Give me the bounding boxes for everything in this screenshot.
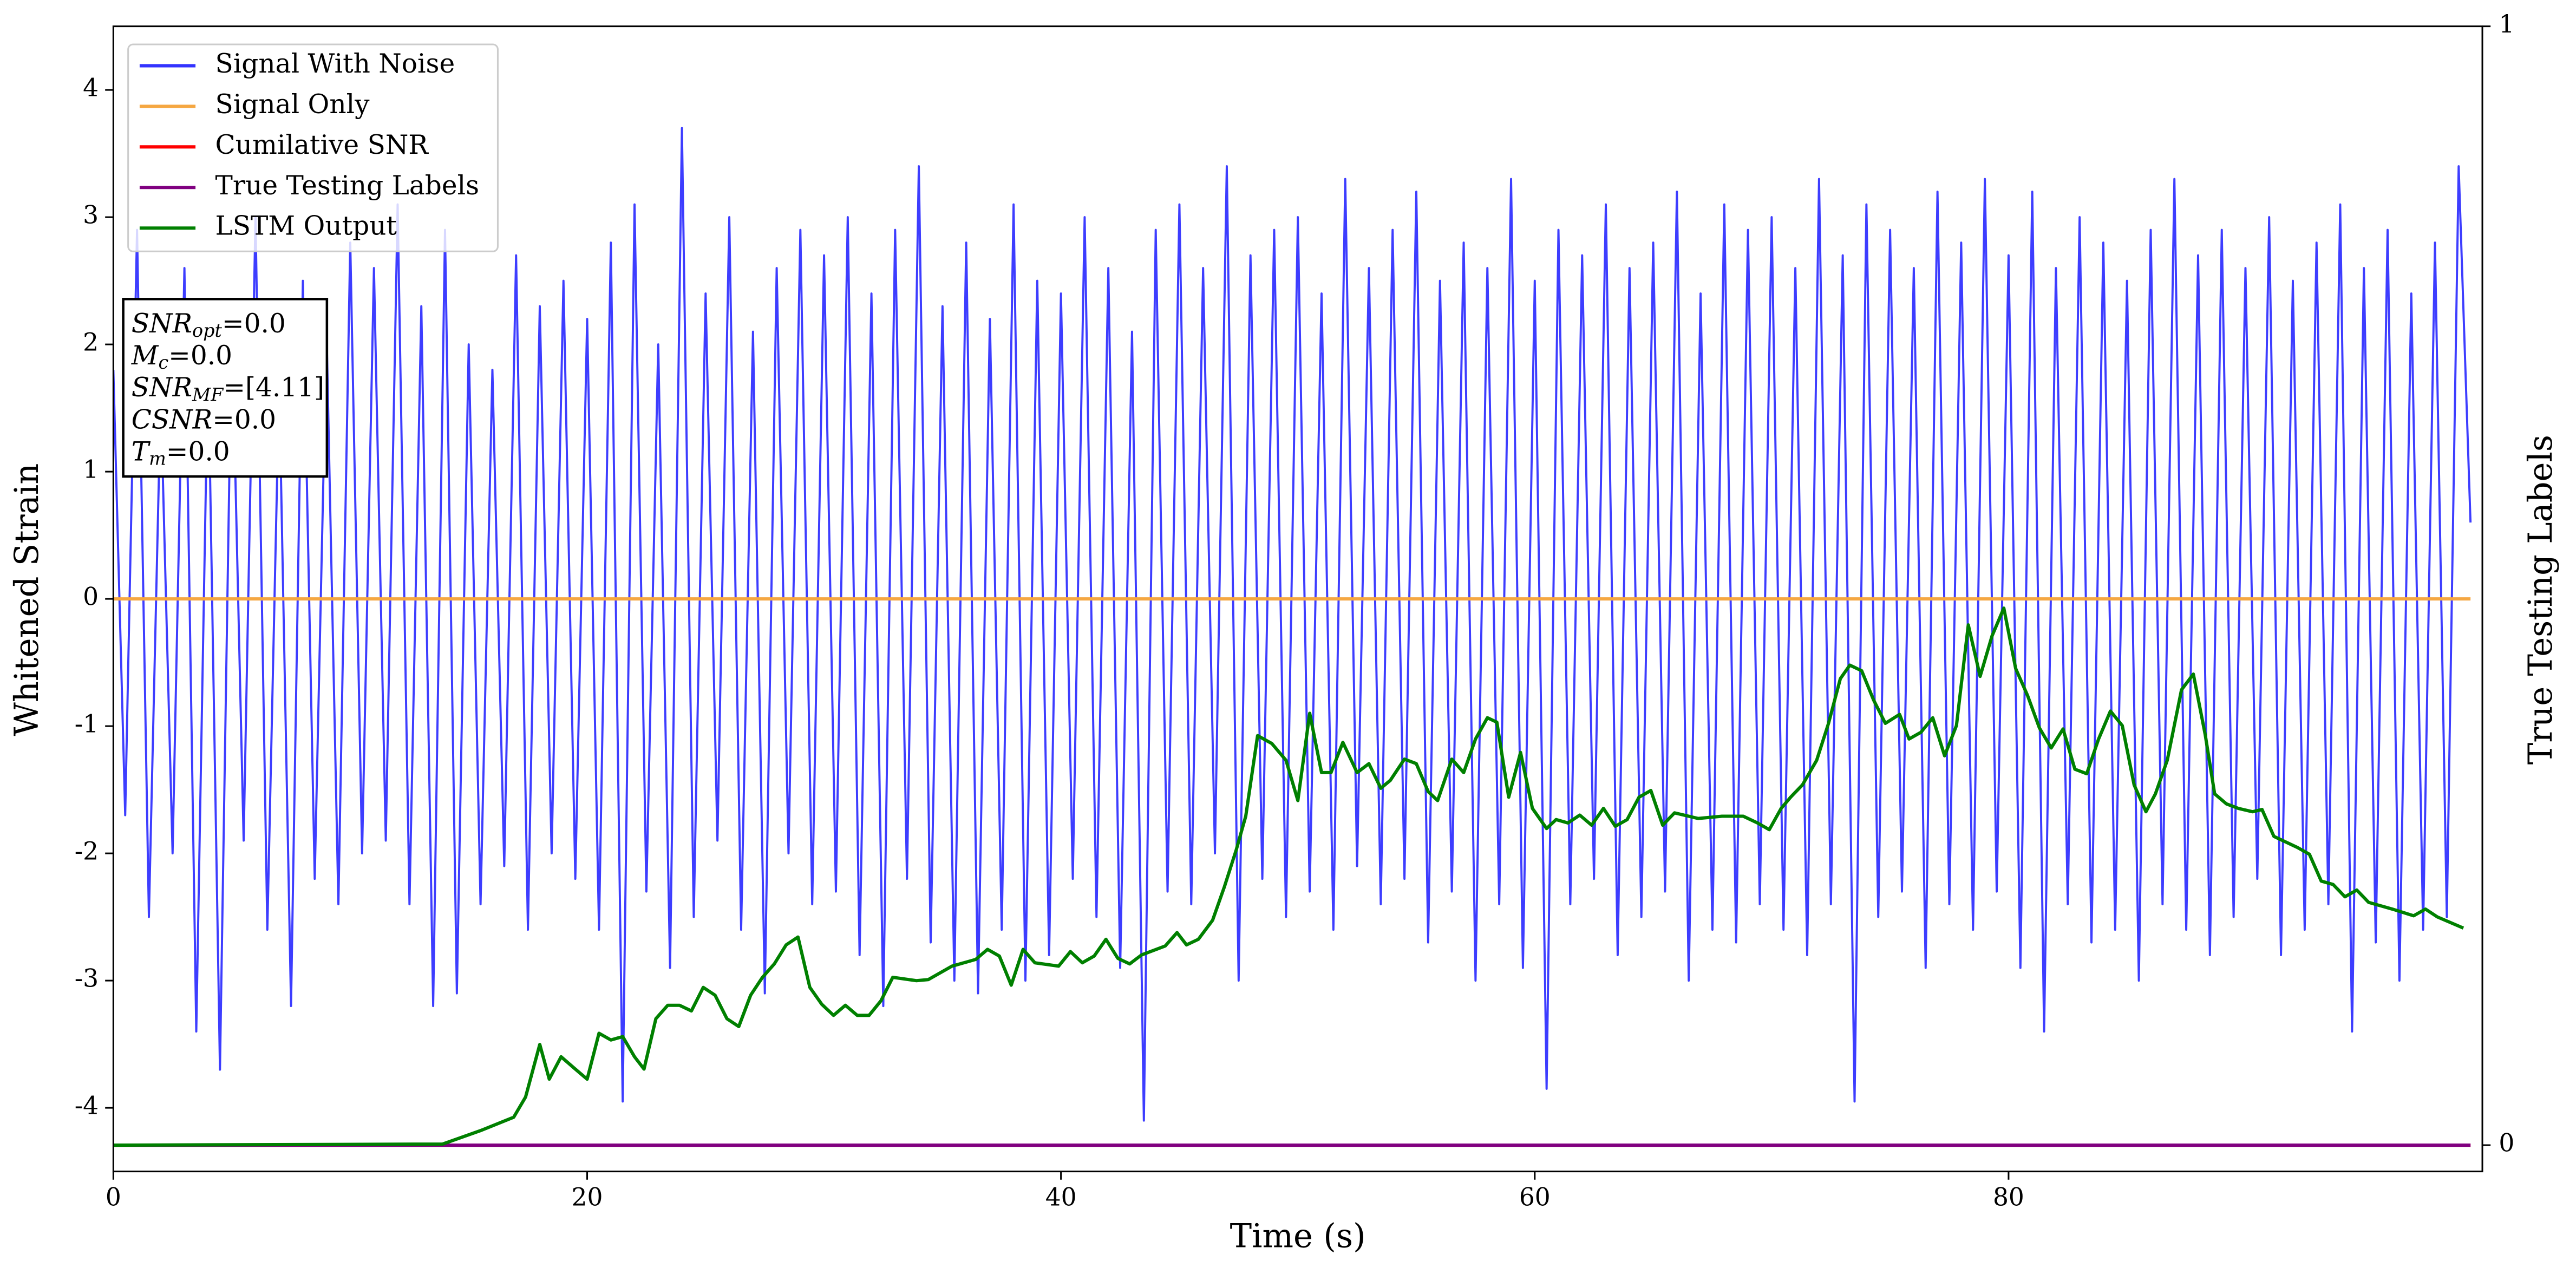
y-tick-label: -3 — [75, 964, 99, 993]
y-tick-label: -1 — [75, 710, 99, 739]
annotation-box — [122, 298, 329, 478]
annotation-symbol: CSNR — [132, 404, 212, 435]
y-tick-label: -2 — [75, 837, 99, 866]
annotation-value: =[4.11] — [223, 373, 324, 403]
annotation-symbol: SNR — [132, 308, 192, 338]
annotation-symbol: M — [131, 341, 159, 371]
x-tick-label: 0 — [106, 1183, 121, 1212]
annotation: SNRopt=0.0Mc=0.0SNRMF=[4.11]CSNR=0.0Tm=0… — [122, 298, 329, 478]
legend-label: LSTM Output — [215, 211, 397, 241]
plot-area — [113, 127, 2472, 1147]
annotation-line: Tm=0.0 — [132, 436, 230, 469]
annotation-subscript: MF — [192, 384, 224, 405]
x-tick-label: 20 — [572, 1183, 603, 1212]
y2-tick-label: 0 — [2499, 1129, 2514, 1158]
annotation-subscript: m — [149, 448, 166, 469]
y-tick-label: 4 — [83, 74, 99, 102]
legend-label: Signal Only — [215, 89, 370, 120]
y-tick-label: 3 — [83, 201, 99, 230]
y-tick-label: 0 — [83, 583, 99, 611]
legend-box — [127, 43, 499, 252]
y2-axis-label: True Testing Labels — [2522, 435, 2560, 765]
x-tick-label: 80 — [1993, 1183, 2024, 1212]
annotation-value: =0.0 — [222, 308, 286, 338]
annotation-value: =0.0 — [168, 341, 232, 371]
legend: Signal With Noise Signal Only Cumilative S… — [127, 43, 499, 252]
legend-label: Signal With Noise — [215, 49, 455, 79]
y-tick-label: 1 — [83, 455, 99, 484]
x-tick-label: 60 — [1519, 1183, 1551, 1212]
annotation-value: =0.0 — [212, 404, 276, 435]
annotation-subscript: c — [158, 352, 168, 373]
x-tick-label: 40 — [1045, 1183, 1077, 1212]
annotation-line: SNRopt=0.0 — [132, 308, 286, 341]
annotation-line: Mc=0.0 — [131, 341, 232, 374]
annotation-symbol: T — [132, 436, 151, 467]
legend-label: True Testing Labels — [215, 171, 480, 201]
annotation-line: CSNR=0.0 — [132, 404, 276, 435]
annotation-subscript: opt — [192, 320, 222, 341]
series-line — [113, 606, 2464, 1147]
x-axis-label: Time (s) — [1230, 1218, 1366, 1256]
y-tick-label: 2 — [83, 328, 99, 357]
annotation-value: =0.0 — [166, 436, 230, 467]
annotation-line: SNRMF=[4.11] — [132, 373, 324, 406]
annotation-symbol: SNR — [132, 373, 192, 403]
y-tick-label: -4 — [75, 1092, 99, 1120]
series-line — [113, 127, 2472, 1122]
y2-tick-label: 1 — [2499, 10, 2514, 38]
y-axis-label: Whitened Strain — [8, 463, 46, 736]
legend-label: Cumilative SNR — [215, 130, 429, 160]
